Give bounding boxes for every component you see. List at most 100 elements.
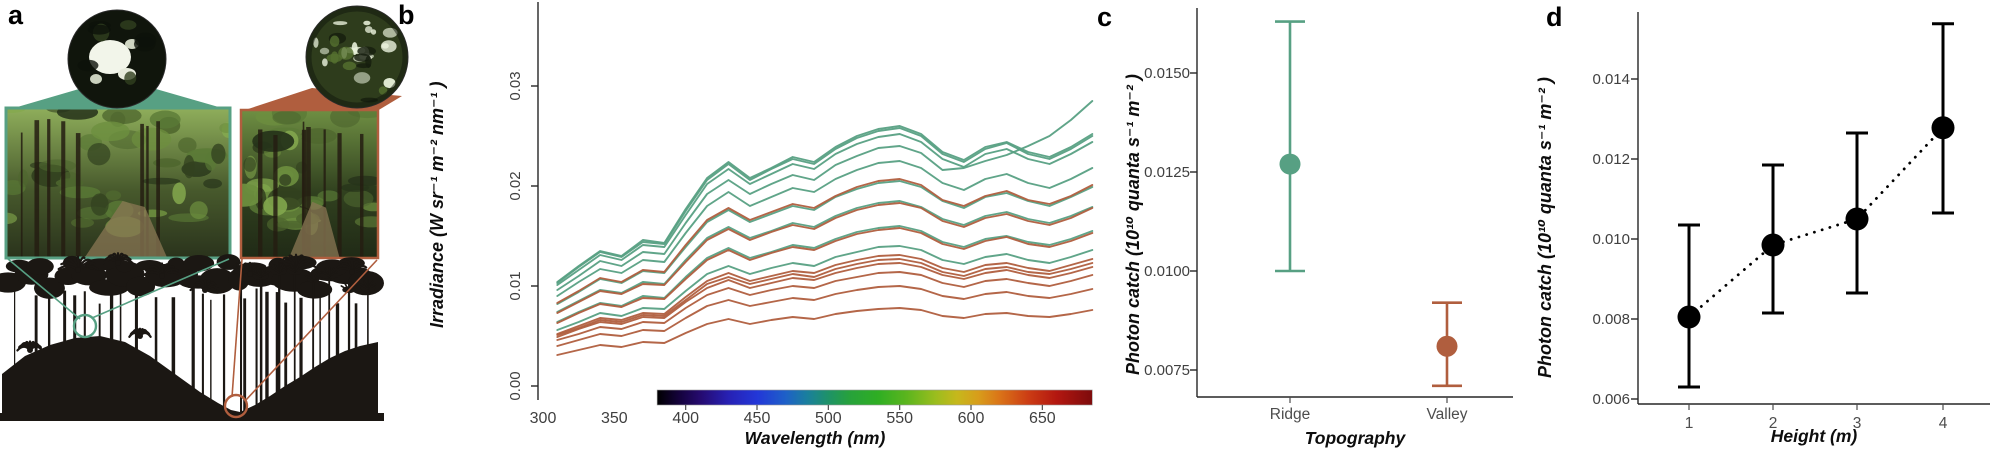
palm-tree bbox=[57, 255, 99, 273]
panel-c-topography-chart: 0.0075 0.0100 0.0125 0.0150 Ridge Valley Phot… bbox=[1120, 0, 1530, 461]
spectrum-ridge-7 bbox=[556, 200, 1094, 313]
x-category-label: Ridge bbox=[1270, 406, 1311, 423]
spectrum-ridge-6 bbox=[556, 180, 1094, 305]
mean-point-valley bbox=[1436, 335, 1458, 357]
x-category-label: Valley bbox=[1426, 406, 1467, 423]
valley-connector-line-left bbox=[231, 258, 243, 398]
y-tick-label: 0.0075 bbox=[1144, 362, 1190, 379]
mean-point-ridge bbox=[1279, 153, 1301, 175]
spectrum-ridge-3 bbox=[556, 133, 1094, 286]
line bbox=[286, 266, 296, 273]
y-tick-label: 0.008 bbox=[1592, 311, 1630, 328]
spectrum-valley-9 bbox=[556, 307, 1094, 356]
y-tick-label: 0.02 bbox=[507, 171, 524, 200]
x-tick-label: 300 bbox=[530, 410, 557, 427]
panel-d-height-chart: 0.006 0.008 0.010 0.012 0.014 1 2 3 4 Photon cat… bbox=[1530, 0, 2000, 461]
pointrange-height-2 bbox=[1761, 163, 1785, 315]
pointrange-height-3 bbox=[1845, 131, 1869, 295]
photon-catch-topography-plot: 0.0075 0.0100 0.0125 0.0150 Ridge Valley bbox=[1144, 8, 1513, 423]
spectrum-valley-2 bbox=[556, 202, 1094, 314]
x-tick-label: 650 bbox=[1029, 410, 1056, 427]
panel-c-letter: c bbox=[1097, 2, 1113, 32]
spectrum-valley-7 bbox=[556, 271, 1094, 341]
palm-tree bbox=[102, 252, 134, 266]
spectrum-ridge-8 bbox=[556, 225, 1094, 323]
palm-tree bbox=[128, 327, 152, 339]
x-tick-label: 450 bbox=[744, 410, 771, 427]
pointrange-height-4 bbox=[1931, 22, 1955, 215]
panel-b-letter: b bbox=[398, 0, 415, 30]
x-tick-label: 4 bbox=[1939, 415, 1948, 432]
valley-hemispherical-photo bbox=[305, 5, 409, 109]
x-tick-label: 3 bbox=[1853, 415, 1862, 432]
photon-catch-axis-title-d: Photon catch (10¹⁰ quanta s⁻¹ m⁻² ) bbox=[1535, 77, 1555, 378]
spectrum-ridge-4 bbox=[556, 100, 1094, 291]
ridge-hemispherical-photo bbox=[67, 9, 167, 109]
x-tick-label: 2 bbox=[1769, 415, 1778, 432]
irradiance-spectra-plot: 0.00 0.01 0.02 0.03 300 350 400 450 500 550 600 650 bbox=[507, 2, 1094, 427]
valley-connector-line-right bbox=[244, 259, 378, 402]
irradiance-axis-title: Irradiance (W sr⁻¹ m⁻² nm⁻¹ ) bbox=[427, 81, 447, 329]
line bbox=[340, 285, 350, 292]
spectrum-valley-5 bbox=[556, 258, 1094, 336]
spectrum-valley-8 bbox=[556, 285, 1094, 347]
y-tick-label: 0.014 bbox=[1592, 71, 1630, 88]
line bbox=[232, 265, 242, 273]
panel-d-plot: 0.006 0.008 0.010 0.012 0.014 1 2 3 4 bbox=[1592, 12, 1990, 432]
spectra-lines bbox=[556, 100, 1094, 356]
pointrange-height-1 bbox=[1677, 223, 1701, 389]
mean-point-height-3 bbox=[1845, 207, 1869, 231]
y-tick-label: 0.01 bbox=[507, 271, 524, 300]
y-tick-label: 0.010 bbox=[1592, 231, 1630, 248]
y-tick-label: 0.0125 bbox=[1144, 164, 1190, 181]
photon-catch-axis-title-c: Photon catch (10¹⁰ quanta s⁻¹ m⁻² ) bbox=[1123, 74, 1143, 376]
palm-tree bbox=[334, 259, 370, 275]
height-axis-title: Height (m) bbox=[1770, 426, 1858, 446]
valley-sampling-circle bbox=[223, 393, 249, 419]
panel-a-letter: a bbox=[8, 0, 24, 30]
x-tick-label: 400 bbox=[672, 410, 699, 427]
photon-catch-height-plot: 0.006 0.008 0.010 0.012 0.014 1 2 3 4 bbox=[1592, 12, 1990, 432]
ridge-connector-line-left bbox=[7, 258, 81, 320]
y-tick-label: 0.03 bbox=[507, 71, 524, 100]
panel-d-letter: d bbox=[1546, 2, 1563, 32]
x-tick-label: 600 bbox=[958, 410, 985, 427]
panel-c-plot: 0.0075 0.0100 0.0125 0.0150 Ridge Valley bbox=[1144, 8, 1513, 423]
line bbox=[359, 283, 369, 290]
spectrum-valley-6 bbox=[556, 262, 1094, 338]
y-tick-label: 0.0100 bbox=[1144, 263, 1190, 280]
spectrum-valley-1 bbox=[556, 178, 1094, 304]
dotted-trend-line bbox=[1687, 126, 1945, 319]
spectrum-valley-4 bbox=[556, 254, 1094, 335]
mean-point-height-1 bbox=[1677, 305, 1701, 329]
y-tick-label: 0.00 bbox=[507, 371, 524, 400]
topography-axis-title: Topography bbox=[1304, 428, 1406, 448]
line bbox=[320, 270, 331, 278]
line bbox=[270, 266, 280, 274]
forest-topography-silhouette bbox=[0, 5, 409, 421]
ridge-sampling-circle bbox=[72, 313, 98, 339]
wavelength-axis-title: Wavelength (nm) bbox=[744, 428, 886, 448]
spectrum-ridge-1 bbox=[556, 125, 1094, 283]
x-tick-label: 500 bbox=[815, 410, 842, 427]
line bbox=[304, 274, 315, 282]
pointrange-ridge bbox=[1275, 20, 1305, 273]
y-tick-label: 0.006 bbox=[1592, 391, 1630, 408]
panel-b-plot: 0.00 0.01 0.02 0.03 300 350 400 450 500 550 600 650 bbox=[507, 2, 1094, 427]
x-tick-label: 550 bbox=[886, 410, 913, 427]
valley-understory-photo bbox=[241, 110, 378, 258]
panel-b-spectra-chart: 0.00 0.01 0.02 0.03 300 350 400 450 500 550 600 650… bbox=[420, 0, 1120, 461]
x-tick-label: 350 bbox=[601, 410, 628, 427]
sampling-point-annotations bbox=[7, 258, 378, 419]
mean-point-height-4 bbox=[1931, 116, 1955, 140]
line bbox=[252, 271, 262, 278]
y-tick-label: 0.012 bbox=[1592, 151, 1630, 168]
ridge-connector-line-right bbox=[91, 258, 230, 319]
panel-a-forest-diagram bbox=[0, 0, 420, 461]
mean-point-height-2 bbox=[1761, 233, 1785, 257]
palm-tree bbox=[189, 279, 221, 293]
canopy-silhouette bbox=[0, 252, 384, 421]
spectrum-ridge-2 bbox=[556, 127, 1094, 284]
y-tick-label: 0.0150 bbox=[1144, 65, 1190, 82]
